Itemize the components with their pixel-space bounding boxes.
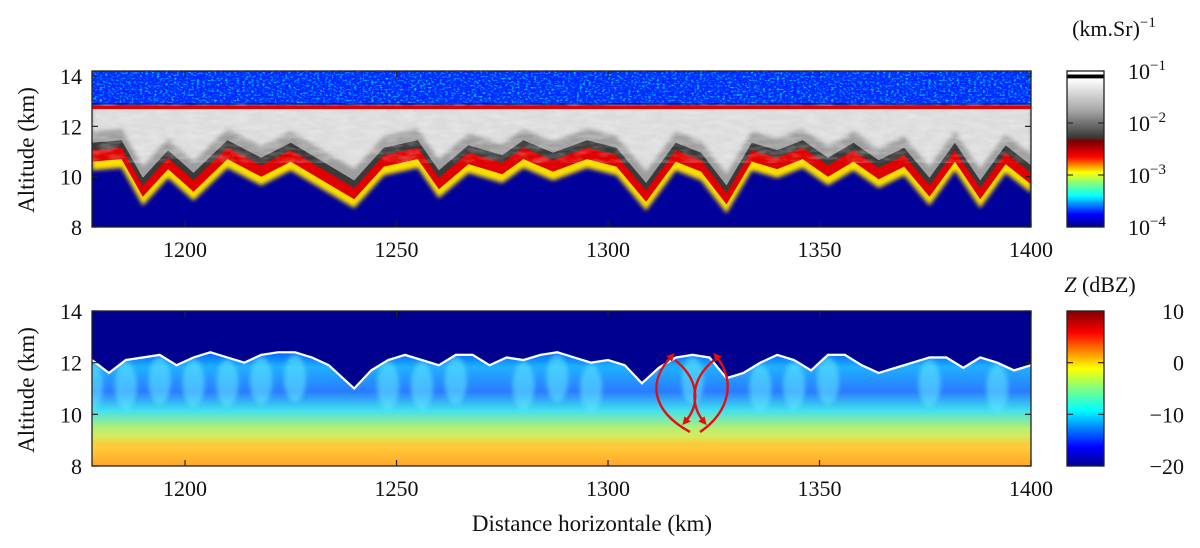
bottom-plume — [512, 361, 535, 410]
bottom-x-tick-label: 1200 — [163, 476, 207, 501]
bottom-plume — [749, 364, 772, 413]
top-y-tick-label: 14 — [60, 64, 82, 89]
top-axes-frame — [91, 70, 1032, 228]
top-colorbar-title: (km.Sr)−1 — [1072, 15, 1156, 41]
bottom-x-tick-label: 1400 — [1009, 476, 1053, 501]
arrow-right-down — [693, 359, 715, 426]
bottom-y-axis: 8 10 12 14 — [60, 299, 1031, 479]
top-y-tick-label: 10 — [60, 165, 82, 190]
bottom-heatmap — [92, 311, 1031, 466]
top-colorbar-tick-label: 10−1 — [1128, 58, 1166, 84]
bottom-colorbar-tick-label: −20 — [1150, 454, 1184, 479]
top-x-tick-label: 1300 — [586, 237, 630, 262]
top-panel: 1200 1250 1300 1350 1400 8 10 12 14 Altitude (k… — [14, 64, 1053, 262]
bottom-plume — [444, 356, 467, 405]
bottom-colorbar-title: Z (dBZ) — [1064, 272, 1136, 297]
arrow-left-up — [655, 353, 691, 434]
bottom-y-tick-label: 14 — [60, 299, 82, 324]
bottom-axes-frame — [91, 310, 1032, 467]
top-x-axis: 1200 1250 1300 1350 1400 — [163, 71, 1053, 262]
bottom-plume — [182, 359, 205, 408]
top-x-tick-label: 1250 — [375, 237, 419, 262]
top-noise-speckle — [92, 71, 1031, 103]
bottom-plume — [816, 356, 839, 405]
bottom-x-tick-label: 1250 — [375, 476, 419, 501]
bottom-colorbar-tick-label: 10 — [1162, 299, 1184, 324]
bottom-x-axis-title: Distance horizontale (km) — [472, 511, 712, 536]
bottom-y-tick-label: 12 — [60, 351, 82, 376]
bottom-plume — [986, 364, 1009, 413]
top-colorbar-tick-label: 10−2 — [1128, 110, 1166, 136]
bottom-plume — [114, 361, 137, 410]
bottom-x-tick-label: 1350 — [798, 476, 842, 501]
bottom-plume — [546, 354, 569, 403]
bottom-plume — [918, 359, 941, 408]
bottom-plume — [148, 356, 171, 405]
top-colorbar-frame — [1066, 70, 1105, 228]
bottom-y-tick-label: 10 — [60, 402, 82, 427]
top-x-tick-label: 1200 — [163, 237, 207, 262]
bottom-plume — [92, 361, 103, 410]
bottom-colorbar-tick-label: 0 — [1173, 351, 1184, 376]
top-y-axis: 8 10 12 14 — [60, 64, 1031, 240]
bottom-colorbar-tick-label: −10 — [1150, 402, 1184, 427]
bottom-colorbar-ticks: 10 0 −10 −20 — [1067, 299, 1184, 479]
bottom-plume — [580, 364, 603, 413]
top-colorbar: (km.Sr)−1 10−1 10−2 10−3 10−4 — [1066, 15, 1166, 240]
bottom-panel: 1200 1250 1300 1350 1400 8 10 12 14 Altitude (k… — [14, 299, 1053, 536]
bottom-plume — [250, 356, 273, 405]
bottom-plume — [284, 354, 307, 403]
top-colorbar-tick-label: 10−4 — [1128, 214, 1166, 240]
bottom-warm-band — [92, 440, 1031, 466]
bottom-plume — [216, 359, 239, 408]
top-x-tick-label: 1400 — [1009, 237, 1053, 262]
top-colorbar-gradient — [1067, 71, 1104, 227]
bottom-plume — [377, 361, 400, 410]
red-circulation-arrows — [655, 352, 729, 434]
top-colorbar-tick-label: 10−3 — [1128, 162, 1166, 188]
bottom-y-tick-label: 8 — [71, 454, 82, 479]
top-y-tick-label: 12 — [60, 114, 82, 139]
bottom-x-tick-label: 1300 — [586, 476, 630, 501]
bottom-colorbar: Z (dBZ) 10 0 −10 −20 — [1064, 272, 1184, 479]
arrow-right-up — [699, 352, 729, 433]
bottom-cloud-top-line — [92, 351, 1031, 391]
bottom-plumes — [92, 354, 1009, 413]
top-x-tick-label: 1350 — [798, 237, 842, 262]
bottom-above-cloud-mask — [92, 311, 1031, 388]
bottom-colorbar-frame — [1066, 310, 1105, 467]
top-heatmap — [92, 71, 1031, 227]
top-y-tick-label: 8 — [71, 215, 82, 240]
bottom-plume — [783, 361, 806, 410]
bottom-x-axis: 1200 1250 1300 1350 1400 — [163, 311, 1053, 501]
bottom-colorbar-gradient — [1067, 311, 1104, 466]
top-colorbar-ticks: 10−1 10−2 10−3 10−4 — [1067, 58, 1166, 240]
top-y-axis-title: Altitude (km) — [14, 87, 39, 213]
bottom-y-axis-title: Altitude (km) — [14, 327, 39, 453]
bottom-plume — [410, 361, 433, 410]
top-cloud-texture — [92, 103, 1031, 163]
